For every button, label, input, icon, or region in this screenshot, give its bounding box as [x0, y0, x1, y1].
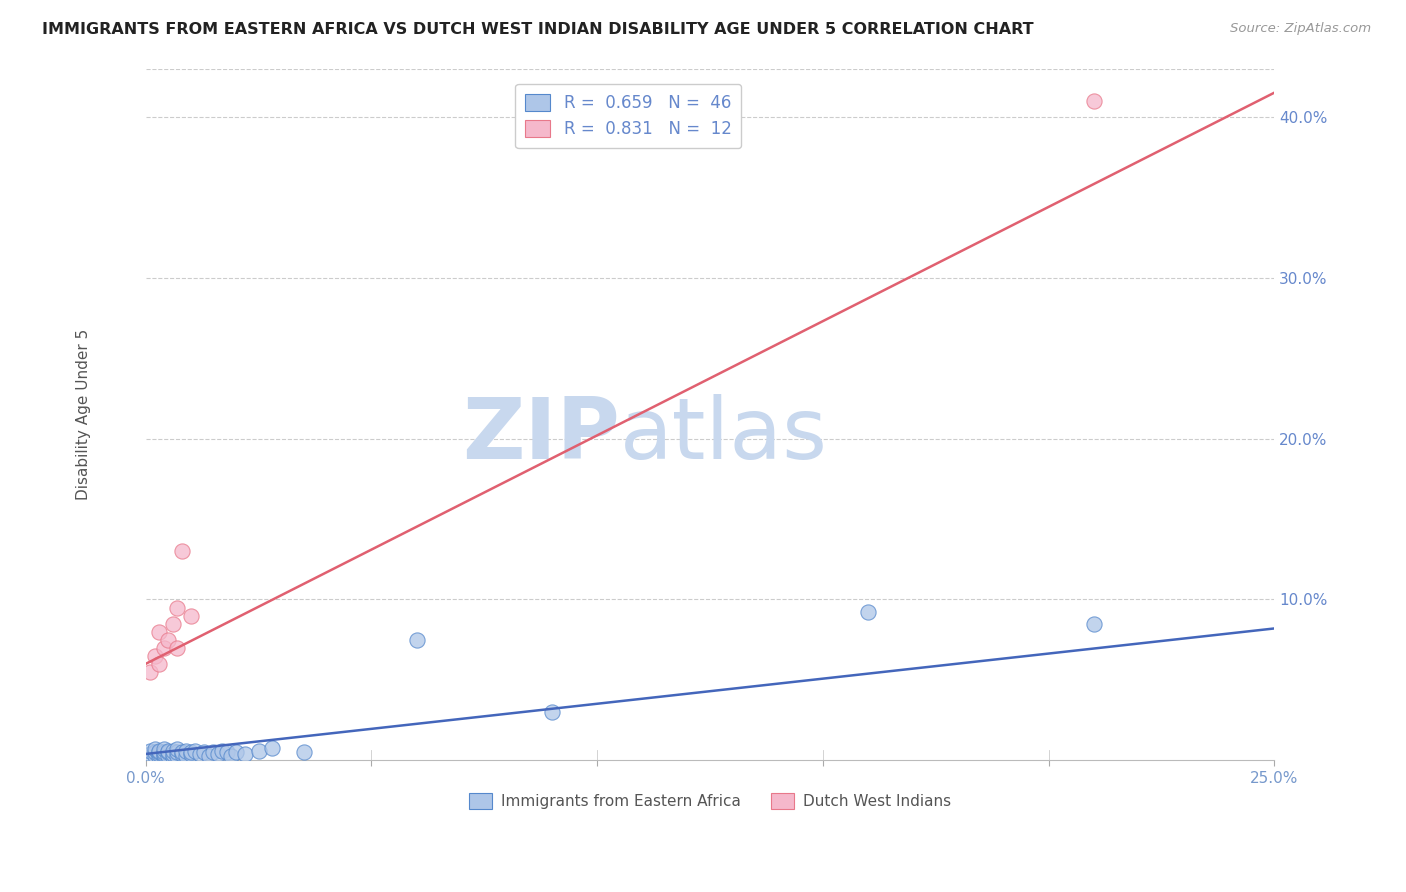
Point: [148, 745, 170, 759]
Point: [170, 745, 193, 759]
Point: [152, 745, 174, 759]
Point: [176, 744, 198, 758]
Legend: Immigrants from Eastern Africa, Dutch West Indians: Immigrants from Eastern Africa, Dutch We…: [463, 787, 957, 815]
Point: [166, 742, 188, 756]
Point: [180, 745, 202, 759]
Point: [198, 748, 221, 763]
Point: [180, 608, 202, 623]
Point: [207, 747, 229, 761]
Point: [162, 744, 184, 758]
Point: [139, 744, 162, 758]
Point: [405, 632, 427, 647]
Point: [148, 747, 170, 761]
Point: [184, 744, 207, 758]
Point: [247, 744, 270, 758]
Point: [180, 747, 202, 761]
Text: ZIP: ZIP: [463, 393, 620, 476]
Point: [292, 745, 315, 759]
Point: [152, 640, 174, 655]
Point: [166, 640, 188, 655]
Point: [157, 748, 180, 763]
Point: [152, 747, 174, 761]
Point: [856, 605, 879, 619]
Point: [215, 745, 238, 759]
Point: [148, 657, 170, 671]
Point: [157, 744, 180, 758]
Point: [162, 616, 184, 631]
Point: [188, 747, 211, 761]
Point: [1083, 94, 1105, 108]
Point: [148, 744, 170, 758]
Point: [143, 748, 166, 763]
Point: [170, 544, 193, 558]
Point: [143, 745, 166, 759]
Point: [162, 747, 184, 761]
Point: [225, 745, 247, 759]
Point: [143, 648, 166, 663]
Point: [211, 744, 233, 758]
Text: atlas: atlas: [620, 393, 828, 476]
Text: IMMIGRANTS FROM EASTERN AFRICA VS DUTCH WEST INDIAN DISABILITY AGE UNDER 5 CORRE: IMMIGRANTS FROM EASTERN AFRICA VS DUTCH …: [42, 22, 1033, 37]
Point: [148, 624, 170, 639]
Point: [221, 748, 243, 763]
Point: [162, 750, 184, 764]
Point: [152, 742, 174, 756]
Point: [193, 745, 215, 759]
Point: [176, 748, 198, 763]
Point: [139, 747, 162, 761]
Text: Source: ZipAtlas.com: Source: ZipAtlas.com: [1230, 22, 1371, 36]
Point: [152, 748, 174, 763]
Point: [139, 665, 162, 679]
Point: [541, 705, 564, 719]
Point: [1083, 616, 1105, 631]
Point: [166, 745, 188, 759]
Text: Disability Age Under 5: Disability Age Under 5: [76, 329, 91, 500]
Point: [157, 745, 180, 759]
Point: [170, 747, 193, 761]
Point: [262, 740, 284, 755]
Point: [202, 745, 225, 759]
Point: [166, 600, 188, 615]
Point: [166, 748, 188, 763]
Point: [233, 747, 256, 761]
Point: [143, 742, 166, 756]
Point: [148, 750, 170, 764]
Point: [157, 632, 180, 647]
